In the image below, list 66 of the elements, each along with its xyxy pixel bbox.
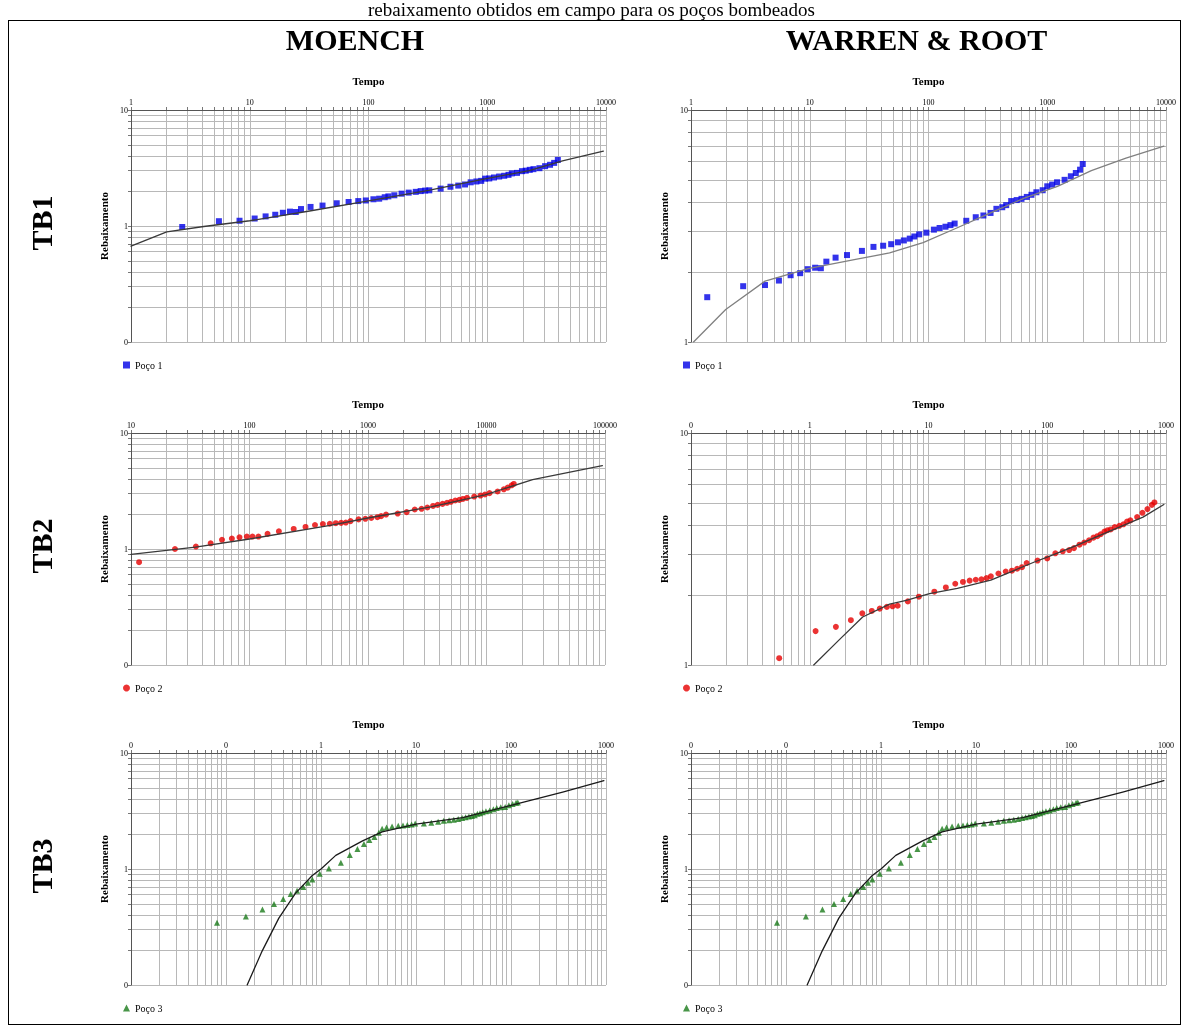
x-tick-label: 1000 [598, 740, 614, 750]
text: TB2 [24, 517, 59, 574]
x-tick-label: 1000 [360, 420, 376, 430]
x-tick-label: 1 [807, 420, 812, 430]
text: TB1 [24, 194, 59, 251]
x-tick-label: 1000 [1039, 97, 1056, 107]
y-axis-title: Rebaixamento [657, 834, 670, 903]
x-tick-label: 10000 [596, 97, 616, 107]
x-tick-label: 10000 [476, 420, 497, 430]
x-tick-label: 100 [1041, 420, 1054, 430]
y-tick-label: 10 [679, 748, 688, 758]
y-axis-title: Rebaixamento [97, 514, 110, 583]
chart-title: WARREN & ROOT [784, 22, 1049, 58]
legend-label: Poço 3 [135, 1002, 163, 1014]
x-tick-label: 10 [245, 97, 254, 107]
x-tick-label: 0 [784, 740, 788, 750]
x-tick-label: 10 [972, 740, 980, 750]
y-tick-label: 1 [683, 337, 688, 347]
x-tick-label: 10000 [1156, 97, 1176, 107]
y-tick-label: 1 [123, 221, 128, 231]
x-tick-label: 100000 [593, 420, 617, 430]
x-tick-label: 10 [805, 97, 814, 107]
legend-label: Poço 2 [135, 682, 163, 694]
x-tick-label: 100 [1065, 740, 1077, 750]
x-tick-label: 1000 [1158, 740, 1174, 750]
x-tick-label: 100 [243, 420, 256, 430]
y-tick-label: 0 [123, 337, 128, 347]
y-tick-label: 10 [119, 748, 128, 758]
y-tick-label: 1 [123, 544, 128, 554]
x-tick-label: 10 [924, 420, 933, 430]
y-tick-label: 10 [119, 428, 128, 438]
y-axis-title: Rebaixamento [657, 191, 670, 260]
y-tick-label: 1 [683, 660, 688, 670]
x-tick-label: 100 [362, 97, 375, 107]
x-tick-label: 10 [412, 740, 420, 750]
text: TB3 [24, 837, 59, 894]
y-axis-title: Rebaixamento [657, 514, 670, 583]
legend-label: Poço 3 [695, 1002, 723, 1014]
x-tick-label: 1 [879, 740, 883, 750]
y-tick-label: 1 [683, 864, 688, 874]
text: rebaixamento obtidos em campo para os poços bombeados [367, 0, 816, 20]
y-axis-title: Rebaixamento [97, 834, 110, 903]
x-axis-title: Tempo [352, 74, 385, 87]
y-tick-label: 10 [119, 105, 128, 115]
x-tick-label: 0 [224, 740, 228, 750]
legend-label: Poço 1 [695, 359, 723, 371]
legend-label: Poço 2 [695, 682, 723, 694]
legend-label: Poço 1 [135, 359, 163, 371]
y-tick-label: 0 [123, 980, 128, 990]
x-tick-label: 100 [505, 740, 517, 750]
y-tick-label: 0 [123, 660, 128, 670]
y-tick-label: 1 [123, 864, 128, 874]
x-tick-label: 1000 [479, 97, 496, 107]
x-tick-label: 100 [922, 97, 935, 107]
x-axis-title: Tempo [912, 74, 945, 87]
x-axis-title: Tempo [352, 717, 385, 730]
x-axis-title: Tempo [912, 397, 945, 410]
x-axis-title: Tempo [352, 397, 385, 410]
y-tick-label: 10 [679, 105, 688, 115]
chart-title: MOENCH [284, 22, 426, 58]
x-tick-label: 1 [319, 740, 323, 750]
x-axis-title: Tempo [912, 717, 945, 730]
x-tick-label: 1000 [1158, 420, 1174, 430]
y-tick-label: 0 [683, 980, 688, 990]
y-axis-title: Rebaixamento [97, 191, 110, 260]
y-tick-label: 10 [679, 428, 688, 438]
